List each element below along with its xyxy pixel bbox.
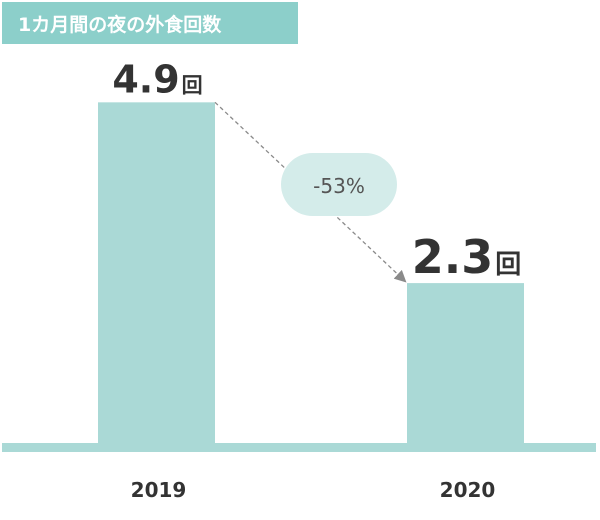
data-label-number: 2.3	[412, 230, 494, 284]
x-tick-label: 2020	[440, 478, 496, 502]
data-label-unit: 回	[495, 250, 521, 280]
data-label-unit: 回	[182, 73, 203, 97]
x-axis-baseline	[2, 443, 596, 452]
change-label: -53%	[313, 174, 365, 198]
x-tick-label: 2019	[131, 478, 187, 502]
bar-2019	[98, 102, 215, 443]
change-arrow	[214, 101, 407, 283]
chart-title: 1カ月間の夜の外食回数	[18, 13, 222, 36]
data-label-number: 4.9	[112, 57, 179, 101]
data-label: 4.9回	[112, 57, 202, 101]
change-pill	[281, 153, 397, 216]
bar-2020	[407, 283, 524, 443]
data-label: 2.3回	[412, 230, 522, 284]
chart-title-box: 1カ月間の夜の外食回数	[2, 2, 298, 44]
